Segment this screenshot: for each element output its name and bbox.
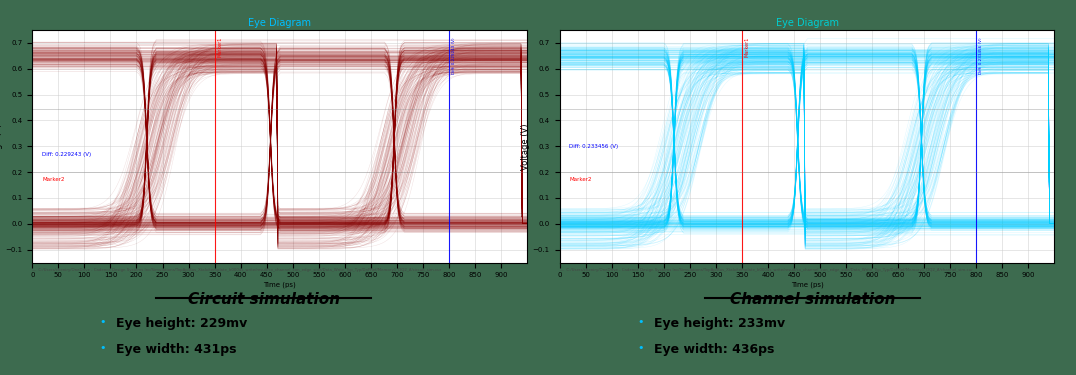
- Text: Marker1: Marker1: [745, 37, 749, 57]
- Title: Eye Diagram: Eye Diagram: [776, 18, 838, 28]
- Text: Eye height: 229mv: Eye height: 229mv: [116, 317, 247, 330]
- Text: •: •: [637, 317, 643, 327]
- Y-axis label: Voltage (V): Voltage (V): [521, 123, 529, 170]
- X-axis label: Time (ps): Time (ps): [264, 281, 296, 288]
- X-axis label: Time (ps): Time (ps): [791, 281, 823, 288]
- Text: Marker2: Marker2: [569, 177, 592, 183]
- Text: •: •: [637, 343, 643, 353]
- Text: Channel simulation: Channel simulation: [730, 292, 895, 308]
- Text: Circuit simulation: Circuit simulation: [187, 292, 340, 308]
- Text: Marker1: Marker1: [217, 37, 222, 57]
- Text: Eye width: 431ps: Eye width: 431ps: [116, 343, 237, 356]
- Text: Diff: 0.233456 (V): Diff: 0.233456 (V): [569, 144, 619, 149]
- Text: —  C:/Users/cheniry/OneDrive - Cadence Design Systems Inc/Simulations/TopAp/Bus_: — C:/Users/cheniry/OneDrive - Cadence De…: [560, 268, 973, 272]
- Y-axis label: Voltage (V): Voltage (V): [0, 123, 2, 170]
- Text: —  C:/Users/cheniry/OneDrive - Cadence Design Systems Inc/Simulations/TopAp/Bus_: — C:/Users/cheniry/OneDrive - Cadence De…: [32, 268, 441, 272]
- Text: Diff: 0.233456 (V): Diff: 0.233456 (V): [979, 37, 982, 74]
- Text: •: •: [99, 317, 105, 327]
- Text: •: •: [99, 343, 105, 353]
- Text: Eye height: 233mv: Eye height: 233mv: [654, 317, 785, 330]
- Title: Eye Diagram: Eye Diagram: [249, 18, 311, 28]
- Text: Diff: 0.229243 (V): Diff: 0.229243 (V): [452, 37, 455, 74]
- Text: Eye width: 436ps: Eye width: 436ps: [654, 343, 775, 356]
- Text: Diff: 0.229243 (V): Diff: 0.229243 (V): [42, 152, 91, 157]
- Text: Marker2: Marker2: [42, 177, 65, 183]
